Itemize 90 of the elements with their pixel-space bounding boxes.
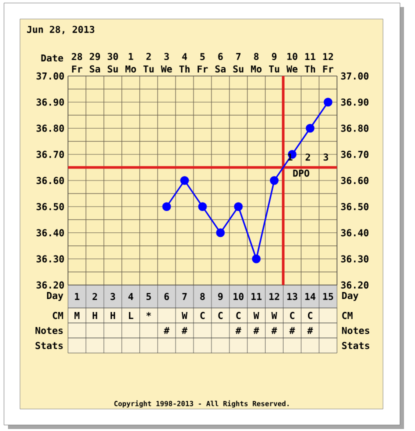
point (216, 228, 225, 238)
x-tick-label: 11 Th (304, 53, 316, 72)
text: Notes (36, 326, 63, 334)
x-tick-label: 10 We (286, 52, 298, 72)
x2-tick-label: 13 (287, 292, 298, 300)
x-tick-label: 28 Fr (72, 53, 82, 72)
x2-tick-label: 3 (110, 292, 116, 300)
text: # (236, 327, 242, 334)
text: M (74, 312, 80, 319)
point (198, 202, 207, 211)
text: Day (342, 292, 358, 301)
text: Notes (342, 326, 370, 334)
annotation: 2 (306, 154, 310, 161)
x2-tick-label: 11 (251, 293, 262, 300)
text: # (289, 327, 296, 334)
text: W (271, 312, 278, 319)
text: # (271, 327, 278, 334)
x2-tick-label: 8 (200, 292, 205, 300)
x-tick-label: 8 Mo (250, 52, 262, 72)
y2-tick-label: 36.70 (341, 150, 368, 158)
text: Stats (342, 342, 370, 350)
x2-tick-label: 10 (234, 292, 244, 300)
text: C (290, 312, 294, 320)
point (162, 202, 171, 211)
y2-tick-label: 36.50 (341, 203, 368, 210)
x-tick-label: 12 Fr (323, 53, 334, 72)
text: CM (342, 312, 353, 320)
y2-tick-label: 36.80 (341, 124, 368, 132)
y-tick-label: 36.30 (36, 255, 64, 262)
x-axis-title: Date (41, 54, 64, 62)
text: C (236, 312, 241, 320)
text: C (200, 312, 205, 320)
x2-tick-label: 14 (305, 293, 316, 300)
x-tick-label: 6 Sa (215, 52, 226, 72)
y-tick-label: 37.00 (36, 72, 64, 80)
y-tick-label: 36.60 (36, 176, 64, 184)
text: CM (52, 312, 64, 320)
text: # (182, 327, 188, 334)
text: W (253, 312, 260, 319)
x2-tick-label: 1 (74, 293, 80, 300)
text: H (92, 312, 98, 319)
x-tick-label: 1 Mo (125, 52, 136, 72)
x-tick-label: 3 We (160, 52, 172, 72)
y-tick-label: 36.80 (36, 124, 64, 132)
x2-tick-label: 7 (182, 293, 187, 300)
x-tick-label: 4 Th (179, 53, 190, 72)
y-tick-label: 36.90 (36, 98, 64, 106)
point (180, 176, 189, 185)
x-tick-label: 29 Sa (90, 52, 100, 72)
x2-tick-label: 9 (218, 292, 223, 300)
x2-tick-label: 6 (164, 292, 169, 300)
text: L (128, 312, 134, 319)
text: C (308, 312, 312, 320)
y2-tick-label: 36.30 (341, 255, 368, 262)
y-tick-label: 36.50 (36, 203, 64, 210)
x-tick-label: 5 Fr (198, 53, 208, 72)
x2-tick-label: 5 (146, 292, 151, 300)
point (234, 202, 243, 211)
text: W (182, 312, 188, 319)
x-tick-label: 30 Su (108, 52, 118, 72)
text: C (218, 312, 223, 320)
x-tick-label: 7 Su (233, 52, 244, 72)
text: # (164, 327, 170, 334)
y-tick-label: 36.40 (36, 229, 64, 236)
annotation: 3 (324, 154, 328, 161)
point (306, 124, 314, 133)
x2-tick-label: 12 (269, 292, 280, 300)
y2-tick-label: 36.90 (341, 98, 368, 106)
y2-tick-label: 37.00 (341, 72, 368, 80)
x-tick-label: 2 Tu (143, 52, 154, 72)
y-tick-label: 36.70 (36, 150, 64, 158)
text: * (146, 312, 151, 316)
y2-tick-label: 36.60 (341, 176, 368, 184)
x-tick-label: 9 Tu (268, 52, 280, 72)
point (270, 176, 279, 185)
x2-tick-label: 4 (128, 293, 134, 300)
annotation: DPO (293, 170, 310, 177)
text: Stats (36, 342, 63, 350)
x2-tick-label: 2 (92, 292, 97, 300)
text: # (253, 327, 260, 334)
y2-tick-label: 36.20 (341, 281, 368, 289)
chart-title: Jun 28, 2013 (27, 26, 94, 34)
text: H (110, 312, 116, 319)
y-tick-label: 36.20 (36, 281, 64, 289)
point (324, 98, 332, 106)
y2-tick-label: 36.40 (341, 229, 368, 236)
x2-tick-label: 15 (323, 292, 334, 300)
point (252, 254, 261, 264)
x2-axis-title: Day (47, 292, 64, 301)
text: # (307, 327, 313, 334)
